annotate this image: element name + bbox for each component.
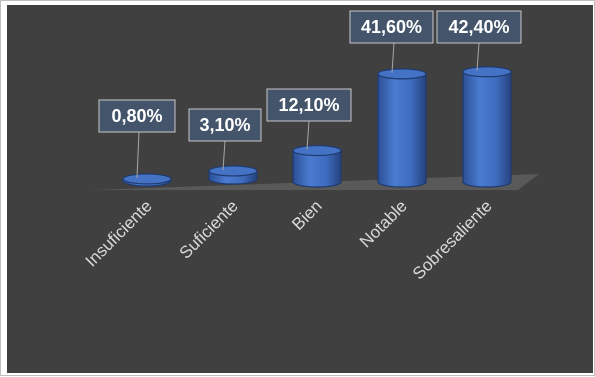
data-label-box-sobresaliente <box>436 10 522 44</box>
data-label-suficiente: 3,10% <box>199 115 250 135</box>
data-label-notable: 41,60% <box>361 17 422 37</box>
tick-label-suficiente: Suficiente <box>176 196 242 262</box>
data-label-sobresaliente: 42,40% <box>448 17 509 37</box>
tick-label-insuficiente: Insuficiente <box>82 196 156 270</box>
leader-line-notable <box>391 42 395 73</box>
data-label-box-insuficiente <box>98 99 176 133</box>
bar-top-sobresaliente <box>462 66 512 78</box>
data-label-box-bien <box>266 88 352 122</box>
bar-notable <box>377 68 427 188</box>
data-label-bien: 12,10% <box>278 95 339 115</box>
bar-top-notable <box>377 68 427 80</box>
tick-label-bien: Bien <box>288 196 325 233</box>
bar-top-bien <box>292 144 342 157</box>
leader-line-suficiente <box>222 140 226 170</box>
bar-top-suficiente <box>208 165 258 177</box>
bar-sobresaliente <box>462 66 512 188</box>
data-label-insuficiente: 0,80% <box>111 106 162 126</box>
leader-line-sobresaliente <box>476 42 480 71</box>
bar-insuficiente <box>122 173 172 187</box>
data-label-box-suficiente <box>188 108 262 142</box>
data-label-box-notable <box>349 10 434 44</box>
bar-body-sobresaliente <box>462 71 512 188</box>
bar-body-notable <box>377 73 427 188</box>
tick-label-notable: Notable <box>356 196 411 251</box>
bar-top-insuficiente <box>122 173 172 185</box>
tick-label-sobresaliente: Sobresaliente <box>409 196 496 283</box>
bar-bien <box>292 144 342 188</box>
bar-suficiente <box>208 165 258 185</box>
leader-line-insuficiente <box>136 131 140 178</box>
bar-body-bien <box>292 149 342 188</box>
leader-line-bien <box>306 120 310 150</box>
